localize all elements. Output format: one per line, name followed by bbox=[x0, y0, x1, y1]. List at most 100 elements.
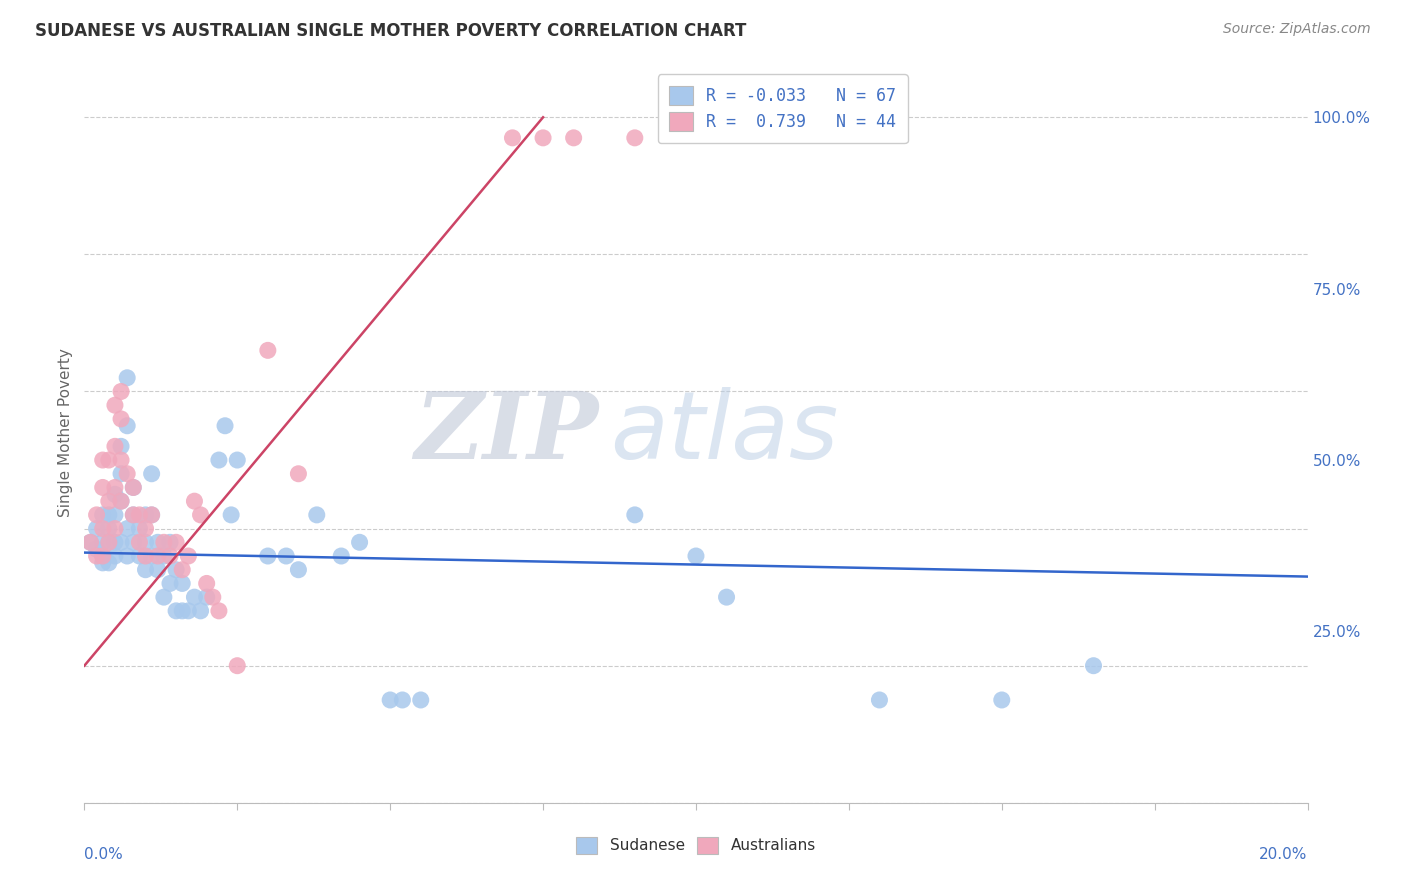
Point bbox=[159, 535, 181, 549]
Point bbox=[208, 453, 231, 467]
Point bbox=[869, 693, 891, 707]
Point bbox=[110, 467, 132, 481]
Point bbox=[991, 693, 1014, 707]
Point bbox=[276, 549, 298, 563]
Point bbox=[531, 131, 554, 145]
Point bbox=[624, 131, 647, 145]
Point bbox=[172, 604, 194, 618]
Point bbox=[115, 549, 138, 563]
Point bbox=[146, 549, 169, 563]
Text: ZIP: ZIP bbox=[413, 388, 598, 477]
Point bbox=[79, 535, 101, 549]
Point bbox=[201, 590, 224, 604]
Point bbox=[110, 535, 132, 549]
Point bbox=[104, 480, 127, 494]
Point bbox=[104, 549, 127, 563]
Point bbox=[97, 522, 120, 536]
Point bbox=[122, 535, 145, 549]
Point bbox=[502, 131, 524, 145]
Point bbox=[159, 549, 181, 563]
Point bbox=[122, 508, 145, 522]
Text: atlas: atlas bbox=[610, 387, 838, 478]
Point bbox=[122, 480, 145, 494]
Point bbox=[97, 535, 120, 549]
Point bbox=[183, 494, 205, 508]
Point bbox=[110, 453, 132, 467]
Point bbox=[104, 487, 127, 501]
Point bbox=[287, 563, 309, 577]
Point bbox=[214, 418, 236, 433]
Point bbox=[562, 131, 585, 145]
Point bbox=[257, 343, 280, 358]
Point bbox=[226, 658, 249, 673]
Point bbox=[135, 549, 157, 563]
Point bbox=[195, 576, 218, 591]
Point bbox=[86, 549, 108, 563]
Point bbox=[380, 693, 402, 707]
Point bbox=[349, 535, 371, 549]
Point bbox=[624, 508, 647, 522]
Point bbox=[172, 576, 194, 591]
Point bbox=[153, 535, 176, 549]
Point bbox=[208, 604, 231, 618]
Point bbox=[104, 522, 127, 536]
Point bbox=[110, 494, 132, 508]
Point bbox=[97, 508, 120, 522]
Text: 20.0%: 20.0% bbox=[1260, 847, 1308, 863]
Point bbox=[135, 535, 157, 549]
Point bbox=[141, 467, 163, 481]
Point bbox=[91, 522, 114, 536]
Point bbox=[79, 535, 101, 549]
Point bbox=[165, 604, 187, 618]
Point bbox=[146, 563, 169, 577]
Point bbox=[685, 549, 707, 563]
Point bbox=[153, 590, 176, 604]
Y-axis label: Single Mother Poverty: Single Mother Poverty bbox=[58, 348, 73, 517]
Point bbox=[128, 508, 150, 522]
Point bbox=[409, 693, 432, 707]
Point bbox=[159, 576, 181, 591]
Point bbox=[86, 522, 108, 536]
Point bbox=[190, 508, 212, 522]
Point bbox=[135, 508, 157, 522]
Point bbox=[141, 549, 163, 563]
Text: SUDANESE VS AUSTRALIAN SINGLE MOTHER POVERTY CORRELATION CHART: SUDANESE VS AUSTRALIAN SINGLE MOTHER POV… bbox=[35, 22, 747, 40]
Point bbox=[195, 590, 218, 604]
Point bbox=[115, 371, 138, 385]
Point bbox=[165, 563, 187, 577]
Point bbox=[219, 508, 242, 522]
Point bbox=[115, 467, 138, 481]
Point bbox=[128, 522, 150, 536]
Point bbox=[153, 549, 176, 563]
Point bbox=[104, 398, 127, 412]
Legend: Sudanese, Australians: Sudanese, Australians bbox=[568, 829, 824, 862]
Point bbox=[128, 535, 150, 549]
Point bbox=[141, 508, 163, 522]
Point bbox=[716, 590, 738, 604]
Point bbox=[135, 563, 157, 577]
Point bbox=[172, 563, 194, 577]
Point bbox=[115, 418, 138, 433]
Point bbox=[97, 556, 120, 570]
Text: 0.0%: 0.0% bbox=[84, 847, 124, 863]
Point bbox=[146, 535, 169, 549]
Point bbox=[226, 453, 249, 467]
Point bbox=[391, 693, 413, 707]
Point bbox=[305, 508, 328, 522]
Point bbox=[110, 494, 132, 508]
Point bbox=[287, 467, 309, 481]
Text: Source: ZipAtlas.com: Source: ZipAtlas.com bbox=[1223, 22, 1371, 37]
Point bbox=[91, 480, 114, 494]
Point bbox=[128, 549, 150, 563]
Point bbox=[91, 556, 114, 570]
Point bbox=[97, 453, 120, 467]
Point bbox=[165, 535, 187, 549]
Point bbox=[91, 535, 114, 549]
Point bbox=[135, 522, 157, 536]
Point bbox=[177, 549, 200, 563]
Point bbox=[91, 453, 114, 467]
Point bbox=[183, 590, 205, 604]
Point bbox=[86, 508, 108, 522]
Point bbox=[104, 508, 127, 522]
Point bbox=[1083, 658, 1105, 673]
